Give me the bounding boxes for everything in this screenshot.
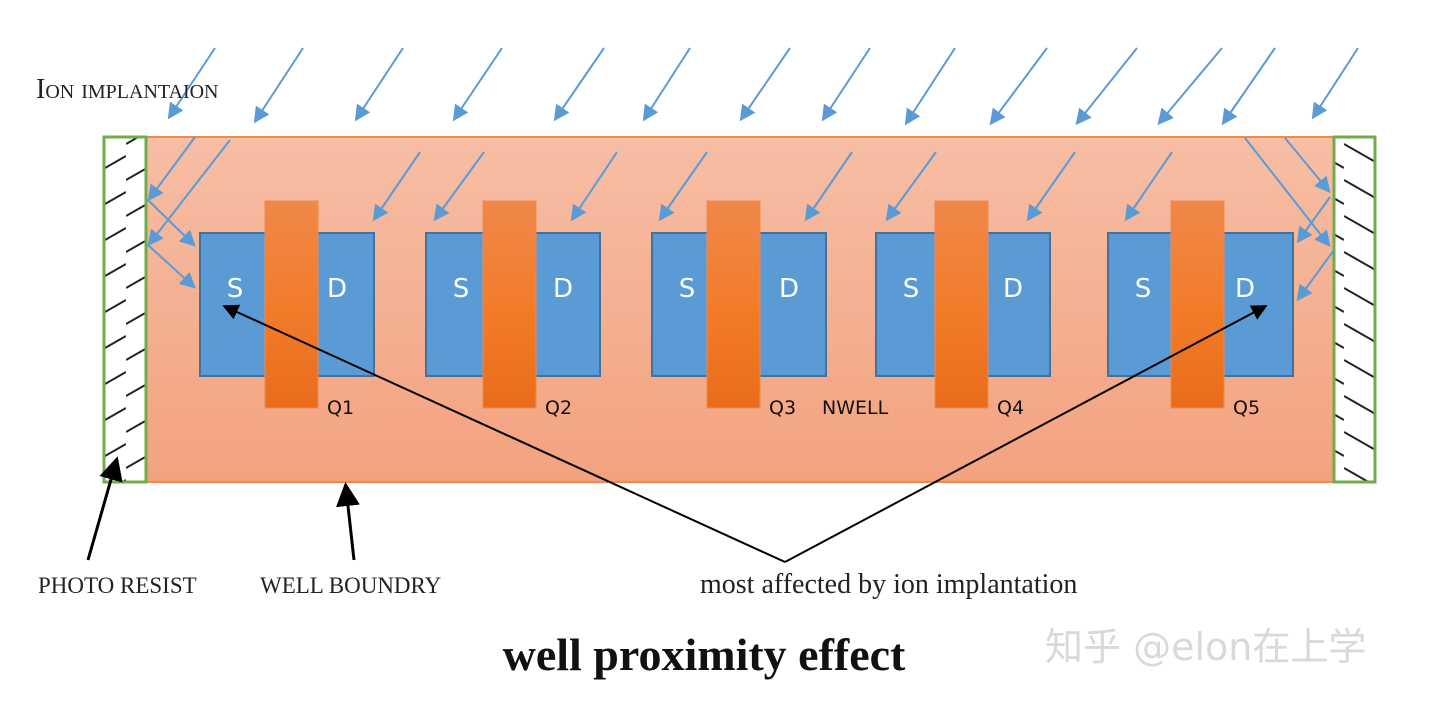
ion-arrow (821, 47, 871, 122)
ion-arrow (658, 151, 708, 222)
transistor-q4: S D Q4 (875, 200, 1051, 419)
nwell-label: NWELL (822, 397, 889, 419)
ion-arrow (553, 47, 605, 122)
ion-arrow (642, 47, 691, 122)
transistor-label: Q2 (545, 397, 572, 419)
ion-arrow (147, 139, 231, 247)
drain-label: D (553, 274, 573, 304)
source-label: S (1135, 274, 1152, 304)
ion-implantation-label: Ion implantaion (36, 74, 219, 105)
ion-arrow (372, 151, 421, 222)
gate (1170, 200, 1225, 409)
pointer-arrow-photoresist (86, 456, 123, 561)
pointer-arrow-q5-drain (784, 305, 1268, 563)
transistor-label: Q3 (769, 397, 796, 419)
ion-arrow (147, 199, 196, 247)
photoresist-left (102, 135, 148, 484)
ion-arrow (1296, 249, 1335, 302)
ion-arrow (989, 47, 1048, 126)
ion-arrow (1026, 151, 1076, 222)
ion-implantation-arrows (147, 47, 1359, 302)
well-boundary-label: WELL BOUNDRY (260, 573, 442, 598)
drain-label: D (327, 274, 347, 304)
ion-arrow (354, 47, 404, 122)
ion-arrow (253, 47, 304, 124)
drain-label: D (779, 274, 799, 304)
transistor-label: Q4 (997, 397, 1024, 419)
transistor-q5: S D Q5 (1107, 200, 1294, 419)
ion-arrow (904, 47, 956, 126)
transistor-label: Q1 (327, 397, 354, 419)
gate (264, 200, 319, 409)
ion-arrow (433, 151, 485, 222)
transistor-q1: S D Q1 (199, 200, 375, 419)
ion-arrow (804, 151, 853, 222)
transistor-label: Q5 (1233, 397, 1260, 419)
ion-arrow (1296, 196, 1331, 244)
ion-arrow (1124, 151, 1173, 222)
ion-arrow (167, 47, 216, 120)
source-label: S (227, 274, 244, 304)
ion-arrow (452, 47, 503, 122)
pointer-arrow-q1-source (222, 304, 786, 563)
pointer-arrow-well-boundary (336, 482, 360, 561)
transistor-q2: S D Q2 (425, 200, 601, 419)
ion-arrow (1157, 47, 1223, 126)
ion-arrow (1244, 137, 1331, 248)
watermark: 知乎 @elon在上学 (1045, 625, 1366, 669)
diagram-title: well proximity effect (503, 629, 906, 680)
ion-arrow (1311, 47, 1359, 120)
source-label: S (679, 274, 696, 304)
gate (934, 200, 989, 409)
source-label: S (453, 274, 470, 304)
ion-arrow (147, 244, 196, 289)
gate (482, 200, 537, 409)
ion-arrow (885, 151, 937, 222)
drain-label: D (1003, 274, 1023, 304)
most-affected-label: most affected by ion implantation (700, 569, 1077, 600)
ion-arrow (570, 151, 618, 222)
transistor-q3: S D Q3 (651, 200, 827, 419)
photoresist-right (1332, 135, 1377, 484)
ion-arrow (739, 47, 791, 122)
ion-arrow (1284, 137, 1331, 194)
drain-label: D (1235, 274, 1255, 304)
gate (706, 200, 761, 409)
ion-arrow (147, 136, 196, 202)
ion-arrow (1221, 47, 1276, 126)
source-label: S (903, 274, 920, 304)
ion-arrow (1075, 47, 1138, 126)
photo-resist-label: PHOTO RESIST (38, 573, 197, 598)
